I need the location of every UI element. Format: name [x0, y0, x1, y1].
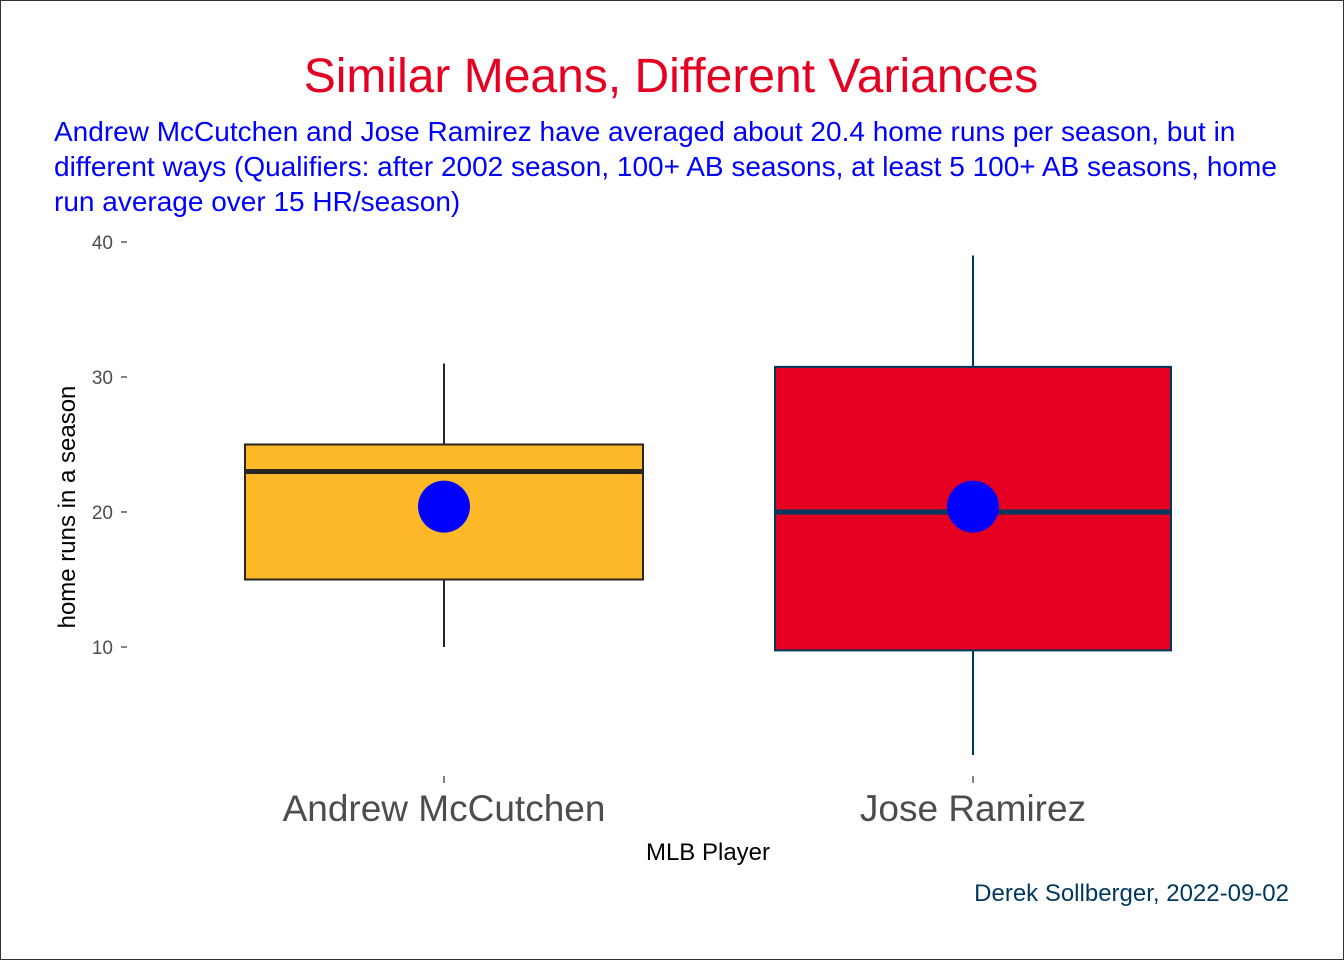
x-tick-label: Andrew McCutchen [283, 788, 606, 829]
mean-marker [947, 480, 999, 533]
x-axis-label: MLB Player [646, 839, 770, 866]
y-tick-label: 10 [92, 638, 113, 659]
chart-caption: Derek Sollberger, 2022-09-02 [974, 880, 1289, 907]
chart-subtitle: Andrew McCutchen and Jose Ramirez have a… [54, 116, 1277, 217]
y-axis-label: home runs in a season [54, 386, 81, 629]
chart-title: Similar Means, Different Variances [304, 50, 1039, 103]
y-tick-label: 40 [92, 233, 113, 254]
y-tick-label: 30 [92, 368, 113, 389]
y-axis: 10 20 30 40 [92, 233, 127, 659]
y-tick-label: 20 [92, 503, 113, 524]
mean-marker [418, 480, 470, 533]
x-tick-label: Jose Ramirez [860, 788, 1086, 829]
box-jose-ramirez [774, 255, 1172, 755]
box-andrew-mccutchen [244, 363, 644, 647]
boxes-layer [244, 255, 1172, 755]
x-axis: Andrew McCutchen Jose Ramirez [283, 776, 1086, 829]
